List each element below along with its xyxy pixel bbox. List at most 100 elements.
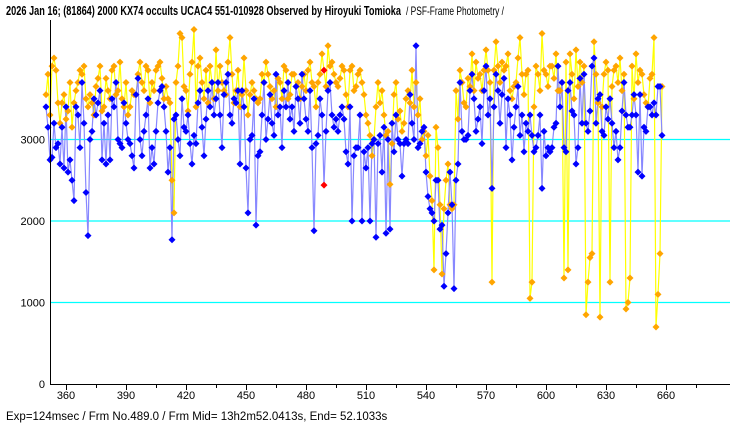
comparison-point [414, 111, 422, 119]
comparison-point [94, 74, 102, 82]
comparison-point [306, 58, 314, 66]
comparison-point [278, 95, 286, 103]
comparison-point [402, 95, 410, 103]
comparison-point [314, 78, 322, 86]
comparison-point [628, 62, 636, 70]
comparison-point [238, 91, 246, 99]
comparison-point [72, 87, 80, 95]
comparison-point [276, 78, 284, 86]
comparison-point [618, 87, 626, 95]
comparison-point [162, 83, 170, 91]
target-point [280, 87, 288, 95]
target-point [478, 140, 486, 148]
comparison-point [290, 70, 298, 78]
comparison-point [656, 250, 664, 258]
comparison-point [626, 274, 634, 282]
target-point [412, 42, 420, 50]
comparison-point [386, 180, 394, 188]
comparison-point [160, 95, 168, 103]
target-point [206, 103, 214, 111]
comparison-point [228, 70, 236, 78]
comparison-point [312, 103, 320, 111]
target-point [646, 103, 654, 111]
target-point [288, 103, 296, 111]
comparison-point [136, 58, 144, 66]
target-point [632, 111, 640, 119]
comparison-point [262, 58, 270, 66]
comparison-point [224, 58, 232, 66]
y-tick-label: 1000 [21, 298, 45, 310]
comparison-point [502, 62, 510, 70]
target-point [92, 111, 100, 119]
target-point [536, 111, 544, 119]
comparison-point [532, 62, 540, 70]
comparison-point [562, 58, 570, 66]
comparison-point [348, 62, 356, 70]
target-point [390, 148, 398, 156]
comparison-point [564, 266, 572, 274]
target-point [356, 111, 364, 119]
target-point [138, 152, 146, 160]
target-point [164, 168, 172, 176]
comparison-point [544, 83, 552, 91]
target-point [272, 70, 280, 78]
comparison-point [650, 34, 658, 42]
comparison-point [298, 83, 306, 91]
target-point [602, 103, 610, 111]
target-point [158, 83, 166, 91]
target-point [382, 229, 390, 237]
comparison-point [202, 66, 210, 74]
comparison-point [172, 78, 180, 86]
target-point [392, 111, 400, 119]
comparison-point [310, 83, 318, 91]
target-point [218, 144, 226, 152]
target-point [102, 160, 110, 168]
target-point [306, 87, 314, 95]
comparison-point [516, 34, 524, 42]
comparison-point [212, 46, 220, 54]
target-point [504, 95, 512, 103]
comparison-point [534, 70, 542, 78]
comparison-point [188, 58, 196, 66]
comparison-point [424, 131, 432, 139]
x-tick-label: 570 [477, 390, 495, 402]
target-point [614, 156, 622, 164]
comparison-point [574, 83, 582, 91]
target-point [652, 111, 660, 119]
target-point [456, 78, 464, 86]
target-point [540, 127, 548, 135]
target-point [562, 148, 570, 156]
target-point [638, 172, 646, 180]
comparison-point [102, 74, 110, 82]
target-point [466, 87, 474, 95]
comparison-point [406, 99, 414, 107]
target-point [532, 144, 540, 152]
target-point [500, 74, 508, 82]
target-point [428, 209, 436, 217]
comparison-point [608, 83, 616, 91]
target-point [592, 119, 600, 127]
comparison-point [524, 66, 532, 74]
target-point [364, 144, 372, 152]
target-point [154, 99, 162, 107]
target-point [376, 131, 384, 139]
comparison-point [572, 46, 580, 54]
target-point [496, 119, 504, 127]
target-point [190, 131, 198, 139]
target-point [296, 119, 304, 127]
target-point [518, 111, 526, 119]
target-point [174, 136, 182, 143]
target-point [580, 70, 588, 78]
target-point [470, 95, 478, 103]
comparison-point [356, 66, 364, 74]
target-point [126, 140, 134, 148]
x-tick-label: 450 [237, 390, 255, 402]
comparison-point [234, 66, 242, 74]
target-point [270, 131, 278, 139]
comparison-point [464, 74, 472, 82]
target-point [106, 156, 114, 164]
comparison-point [584, 278, 592, 286]
comparison-point [494, 62, 502, 70]
x-tick-label: 660 [657, 390, 675, 402]
comparison-point [206, 62, 214, 70]
